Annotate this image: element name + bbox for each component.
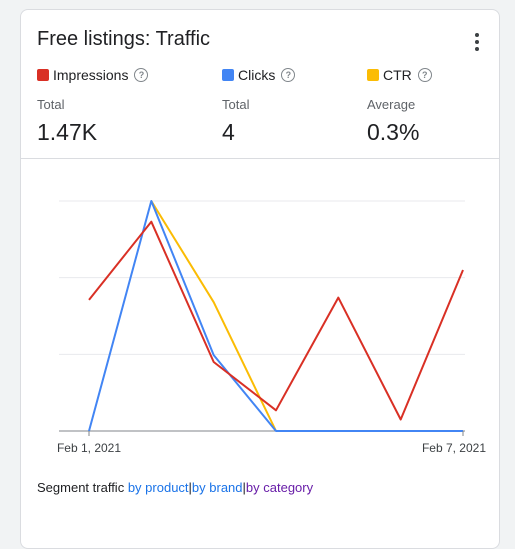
series-line-ctr [150,200,277,432]
traffic-line-chart: Feb 1, 2021 Feb 7, 2021 [57,200,486,455]
series-line-clicks [88,200,463,432]
segment-by-brand-link[interactable]: by brand [191,480,243,495]
segment-by-category-link[interactable]: by category [245,480,314,495]
legend-clicks[interactable]: Clicks ? [222,66,362,84]
segment-separator: | [242,480,246,495]
impressions-swatch [37,69,49,81]
help-icon[interactable]: ? [134,68,149,82]
series-line-impressions [88,220,464,421]
segment-label: Segment traffic [37,480,125,495]
metric-caption: Average [367,97,416,112]
x-tick-label: Feb 1, 2021 [57,441,121,455]
segment-separator: | [188,480,192,495]
divider [21,158,499,159]
legend-ctr[interactable]: CTR ? [367,66,507,84]
clicks-swatch [222,69,234,81]
metric-caption: Total [222,97,250,112]
card-title: Free listings: Traffic [37,28,211,50]
ctr-swatch [367,69,379,81]
metric-value: 4 [222,119,235,145]
metric-impressions: Impressions ? Total 1.47K [37,66,177,146]
more-vert-icon-dot [475,47,479,51]
metric-label: CTR [383,67,412,83]
more-vert-icon [475,33,479,37]
traffic-card: Free listings: Traffic Impressions ? Tot… [20,9,500,549]
segment-traffic-row: Segment traffic by product|by brand|by c… [37,480,313,495]
legend-impressions[interactable]: Impressions ? [37,66,177,84]
metric-value: 1.47K [37,119,98,145]
metric-clicks: Clicks ? Total 4 [222,66,362,146]
metric-ctr: CTR ? Average 0.3% [367,66,507,146]
more-vert-icon-dot [475,40,479,44]
metric-label: Impressions [53,67,129,83]
help-icon[interactable]: ? [417,68,432,82]
help-icon[interactable]: ? [281,68,296,82]
metric-value: 0.3% [367,119,420,145]
more-options-button[interactable] [465,30,489,54]
segment-by-product-link[interactable]: by product [127,480,189,495]
x-tick-label: Feb 7, 2021 [422,441,486,455]
metric-label: Clicks [238,67,276,83]
metric-caption: Total [37,97,65,112]
